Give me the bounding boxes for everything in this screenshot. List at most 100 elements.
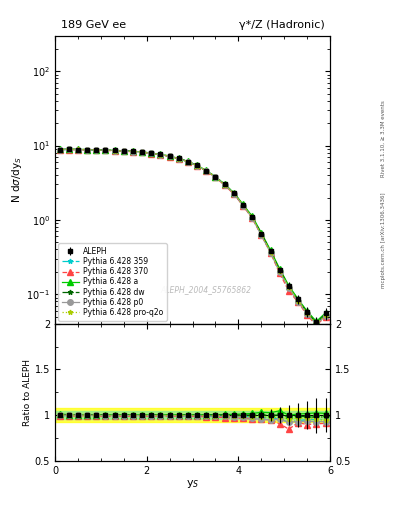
Pythia 6.428 359 [213,174,218,180]
Pythia 6.428 a [176,155,181,161]
Pythia 6.428 a [204,167,209,174]
Pythia 6.428 a [94,146,99,153]
Pythia 6.428 370 [195,163,200,169]
Pythia 6.428 370 [231,191,236,197]
Pythia 6.428 359 [103,147,108,153]
Pythia 6.428 pro-q2o [158,152,163,158]
Pythia 6.428 p0 [314,322,319,328]
Pythia 6.428 a [213,174,218,180]
Pythia 6.428 359 [121,148,126,154]
Pythia 6.428 p0 [140,149,145,155]
Pythia 6.428 p0 [195,163,200,169]
Pythia 6.428 pro-q2o [314,321,319,327]
Pythia 6.428 dw [57,146,62,153]
Pythia 6.428 p0 [94,147,99,153]
Pythia 6.428 370 [57,147,62,153]
Pythia 6.428 pro-q2o [140,149,145,155]
Text: ALEPH_2004_S5765862: ALEPH_2004_S5765862 [161,285,252,294]
Pythia 6.428 370 [185,159,190,165]
Pythia 6.428 dw [130,148,135,155]
Bar [55,412,330,419]
Pythia 6.428 dw [94,147,99,153]
Pythia 6.428 a [231,189,236,196]
Pythia 6.428 pro-q2o [66,146,71,153]
Pythia 6.428 pro-q2o [149,150,154,156]
Pythia 6.428 pro-q2o [305,310,310,316]
Pythia 6.428 pro-q2o [85,146,90,153]
Pythia 6.428 370 [314,322,319,328]
Pythia 6.428 359 [305,310,310,316]
Pythia 6.428 370 [112,148,117,154]
Pythia 6.428 dw [121,148,126,154]
Y-axis label: Ratio to ALEPH: Ratio to ALEPH [23,359,32,426]
Pythia 6.428 pro-q2o [277,268,282,274]
Pythia 6.428 a [241,201,245,207]
Pythia 6.428 dw [259,231,264,237]
Pythia 6.428 359 [231,190,236,197]
Pythia 6.428 pro-q2o [259,231,264,238]
Pythia 6.428 p0 [176,156,181,162]
Pythia 6.428 359 [140,149,145,155]
Pythia 6.428 dw [286,283,291,289]
Pythia 6.428 pro-q2o [176,156,181,162]
Pythia 6.428 370 [130,148,135,155]
Pythia 6.428 p0 [57,146,62,153]
Pythia 6.428 dw [158,152,163,158]
Pythia 6.428 dw [149,150,154,156]
Pythia 6.428 a [149,150,154,156]
Pythia 6.428 359 [296,298,300,305]
Pythia 6.428 370 [75,147,80,153]
Pythia 6.428 dw [241,202,245,208]
Pythia 6.428 p0 [241,202,245,208]
Pythia 6.428 370 [241,203,245,209]
Pythia 6.428 359 [277,269,282,275]
Pythia 6.428 pro-q2o [231,190,236,196]
Pythia 6.428 p0 [130,148,135,155]
Pythia 6.428 a [167,153,172,159]
Pythia 6.428 a [259,230,264,236]
Pythia 6.428 359 [241,202,245,208]
Pythia 6.428 359 [149,151,154,157]
Pythia 6.428 pro-q2o [130,148,135,155]
Pythia 6.428 pro-q2o [103,147,108,153]
Pythia 6.428 359 [167,153,172,159]
Pythia 6.428 pro-q2o [250,215,255,221]
Pythia 6.428 370 [305,312,310,318]
Pythia 6.428 370 [286,288,291,294]
Pythia 6.428 dw [75,146,80,153]
Pythia 6.428 p0 [277,269,282,275]
Legend: ALEPH, Pythia 6.428 359, Pythia 6.428 370, Pythia 6.428 a, Pythia 6.428 dw, Pyth: ALEPH, Pythia 6.428 359, Pythia 6.428 37… [58,243,167,321]
Pythia 6.428 p0 [296,298,300,305]
Pythia 6.428 a [296,296,300,302]
Text: 189 GeV ee: 189 GeV ee [61,20,126,30]
Pythia 6.428 p0 [286,285,291,291]
Pythia 6.428 359 [250,215,255,221]
Pythia 6.428 a [158,151,163,157]
Pythia 6.428 p0 [167,153,172,159]
Pythia 6.428 359 [268,249,273,255]
Pythia 6.428 370 [268,250,273,256]
Pythia 6.428 pro-q2o [75,146,80,153]
Pythia 6.428 pro-q2o [121,148,126,154]
Pythia 6.428 pro-q2o [112,147,117,154]
Pythia 6.428 a [75,146,80,153]
Pythia 6.428 dw [250,214,255,220]
Pythia 6.428 370 [103,147,108,154]
Pythia 6.428 p0 [222,182,227,188]
Pythia 6.428 p0 [213,174,218,180]
Pythia 6.428 pro-q2o [57,146,62,153]
Text: mcplots.cern.ch [arXiv:1306.3436]: mcplots.cern.ch [arXiv:1306.3436] [381,193,386,288]
Pythia 6.428 a [250,213,255,219]
Pythia 6.428 a [286,283,291,289]
Pythia 6.428 359 [195,163,200,169]
Pythia 6.428 a [130,148,135,155]
Pythia 6.428 370 [140,150,145,156]
Pythia 6.428 a [314,318,319,325]
Pythia 6.428 a [66,146,71,152]
Bar [55,408,330,422]
Pythia 6.428 p0 [66,146,71,153]
Line: Pythia 6.428 370: Pythia 6.428 370 [57,147,328,328]
Pythia 6.428 p0 [305,311,310,317]
Line: Pythia 6.428 359: Pythia 6.428 359 [57,147,328,326]
Pythia 6.428 370 [85,147,90,153]
